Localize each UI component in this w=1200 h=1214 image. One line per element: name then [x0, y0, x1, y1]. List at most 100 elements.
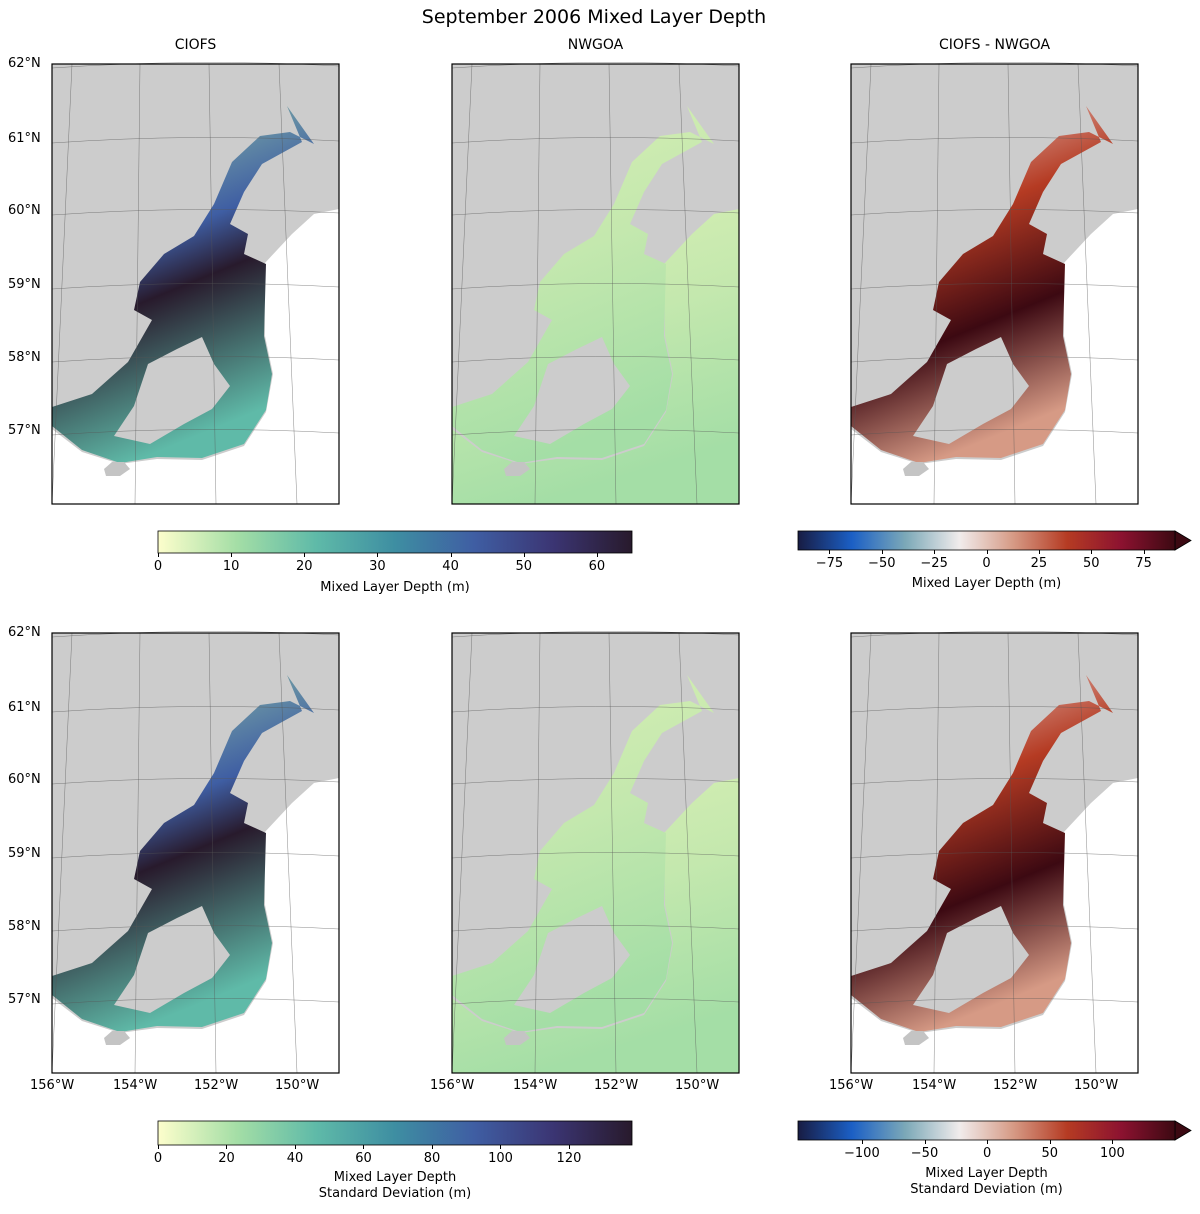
- longitude-gridline: [534, 63, 541, 505]
- colorbar-tick-mark: [500, 1145, 502, 1149]
- lat-label: 61°N: [8, 700, 41, 715]
- colorbar-tick-label: 100: [488, 1151, 513, 1166]
- longitude-gridline: [608, 63, 617, 505]
- latitude-gridline: [850, 925, 1139, 932]
- latitude-gridline: [451, 852, 740, 859]
- colorbar-tick-mark: [829, 550, 831, 554]
- islets: [903, 462, 929, 476]
- panel-frame: [451, 632, 740, 1074]
- lat-label: 62°N: [8, 56, 41, 71]
- colorbar-extend-arrow: [1174, 1120, 1192, 1141]
- latitude-gridline: [451, 283, 740, 290]
- colorbar-label: Mixed Layer Depth: [333, 1170, 457, 1185]
- colorbar-tick-mark: [568, 1145, 570, 1149]
- colorbar-tick-mark: [363, 1145, 365, 1149]
- map-panel-r0-c2: [850, 62, 1139, 505]
- colorbar-tick-label: 100: [1099, 1146, 1125, 1161]
- cook-inlet-data: [851, 106, 1113, 463]
- cook-inlet-data: [452, 106, 714, 463]
- lon-label: 154°W: [113, 1078, 158, 1093]
- colorbar-tick-label: 50: [1041, 1146, 1059, 1161]
- panel-frame: [451, 63, 740, 505]
- islets: [504, 1031, 530, 1045]
- cook-inlet-data: [452, 675, 714, 1032]
- colorbar-tick-mark: [158, 553, 159, 557]
- cook-inlet-data: [851, 675, 1113, 1032]
- colorbar-tick-label: 0: [982, 556, 991, 571]
- longitude-gridline: [51, 632, 73, 1074]
- latitude-gridline: [850, 283, 1139, 290]
- latitude-gridline: [51, 429, 340, 436]
- colorbar-tick-label: 120: [556, 1151, 582, 1166]
- panel-frame: [850, 63, 1139, 505]
- lon-label: 154°W: [912, 1078, 957, 1093]
- longitude-gridline: [451, 632, 473, 1074]
- colorbar-tick-mark: [1038, 550, 1040, 554]
- lon-label: 156°W: [829, 1078, 874, 1093]
- colorbar-tick-label: −100: [844, 1146, 880, 1161]
- colorbar-tick-mark: [987, 1140, 989, 1144]
- latitude-gridline: [850, 137, 1139, 144]
- longitude-gridline: [1007, 63, 1016, 505]
- latitude-gridline: [451, 356, 740, 363]
- longitude-gridline: [678, 632, 698, 1074]
- map-panel-r1-c2: [850, 631, 1139, 1074]
- panel-frame: [51, 63, 340, 505]
- cook-inlet-data: [52, 675, 314, 1032]
- latitude-gridline: [51, 137, 340, 144]
- latitude-gridline: [51, 356, 340, 363]
- colorbar-tick-label: 50: [515, 559, 532, 574]
- latitude-gridline: [51, 283, 340, 290]
- longitude-gridline: [134, 63, 141, 505]
- std-colorbar: [157, 1120, 633, 1146]
- colorbar-label: Standard Deviation (m): [910, 1182, 1063, 1197]
- latitude-gridline: [51, 209, 340, 216]
- lat-label: 58°N: [8, 919, 41, 934]
- colorbar-gradient: [797, 530, 1176, 551]
- latitude-gridline: [51, 852, 340, 859]
- longitude-gridline: [1007, 632, 1016, 1074]
- colorbar-tick-mark: [861, 1140, 863, 1144]
- colorbar-gradient: [157, 530, 633, 554]
- lon-label: 150°W: [1074, 1078, 1119, 1093]
- panel-frame: [850, 632, 1139, 1074]
- lat-label: 59°N: [8, 846, 41, 861]
- colorbar-tick-label: 60: [355, 1151, 372, 1166]
- mean-colorbar: [157, 530, 633, 554]
- lon-label: 152°W: [993, 1078, 1038, 1093]
- longitude-gridline: [933, 632, 940, 1074]
- colorbar-tick-mark: [881, 550, 883, 554]
- latitude-gridline: [451, 925, 740, 932]
- panel-frame: [51, 632, 340, 1074]
- kodiak-island: [114, 337, 230, 444]
- lon-label: 150°W: [675, 1078, 720, 1093]
- colorbar-tick-mark: [431, 1145, 433, 1149]
- figure-title: September 2006 Mixed Layer Depth: [421, 6, 767, 28]
- colorbar-tick-label: 0: [153, 559, 163, 574]
- colorbar-tick-mark: [1112, 1140, 1114, 1144]
- latitude-gridline: [51, 706, 340, 713]
- longitude-gridline: [451, 63, 473, 505]
- latitude-gridline: [850, 998, 1139, 1005]
- islets: [104, 1031, 130, 1045]
- longitude-gridline: [134, 632, 141, 1074]
- latitude-gridline: [51, 925, 340, 932]
- lat-label: 57°N: [8, 992, 41, 1007]
- lon-label: 150°W: [275, 1078, 320, 1093]
- kodiak-island: [913, 906, 1029, 1013]
- colorbar-tick-label: 10: [222, 559, 240, 574]
- std-diff-colorbar: [797, 1120, 1192, 1141]
- colorbar-tick-mark: [596, 553, 598, 557]
- latitude-gridline: [850, 356, 1139, 363]
- latitude-gridline: [850, 429, 1139, 436]
- colorbar-tick-mark: [924, 1140, 926, 1144]
- colorbar-gradient: [157, 1120, 633, 1146]
- colorbar-tick-mark: [450, 553, 452, 557]
- colorbar-extend-arrow: [1174, 530, 1192, 551]
- colorbar-tick-mark: [1143, 550, 1145, 554]
- colorbar-tick-label: 20: [296, 559, 313, 574]
- colorbar-label: Standard Deviation (m): [318, 1186, 472, 1201]
- latitude-gridline: [451, 137, 740, 144]
- lat-label: 60°N: [8, 772, 41, 787]
- map-panel-r1-c1: [451, 631, 740, 1074]
